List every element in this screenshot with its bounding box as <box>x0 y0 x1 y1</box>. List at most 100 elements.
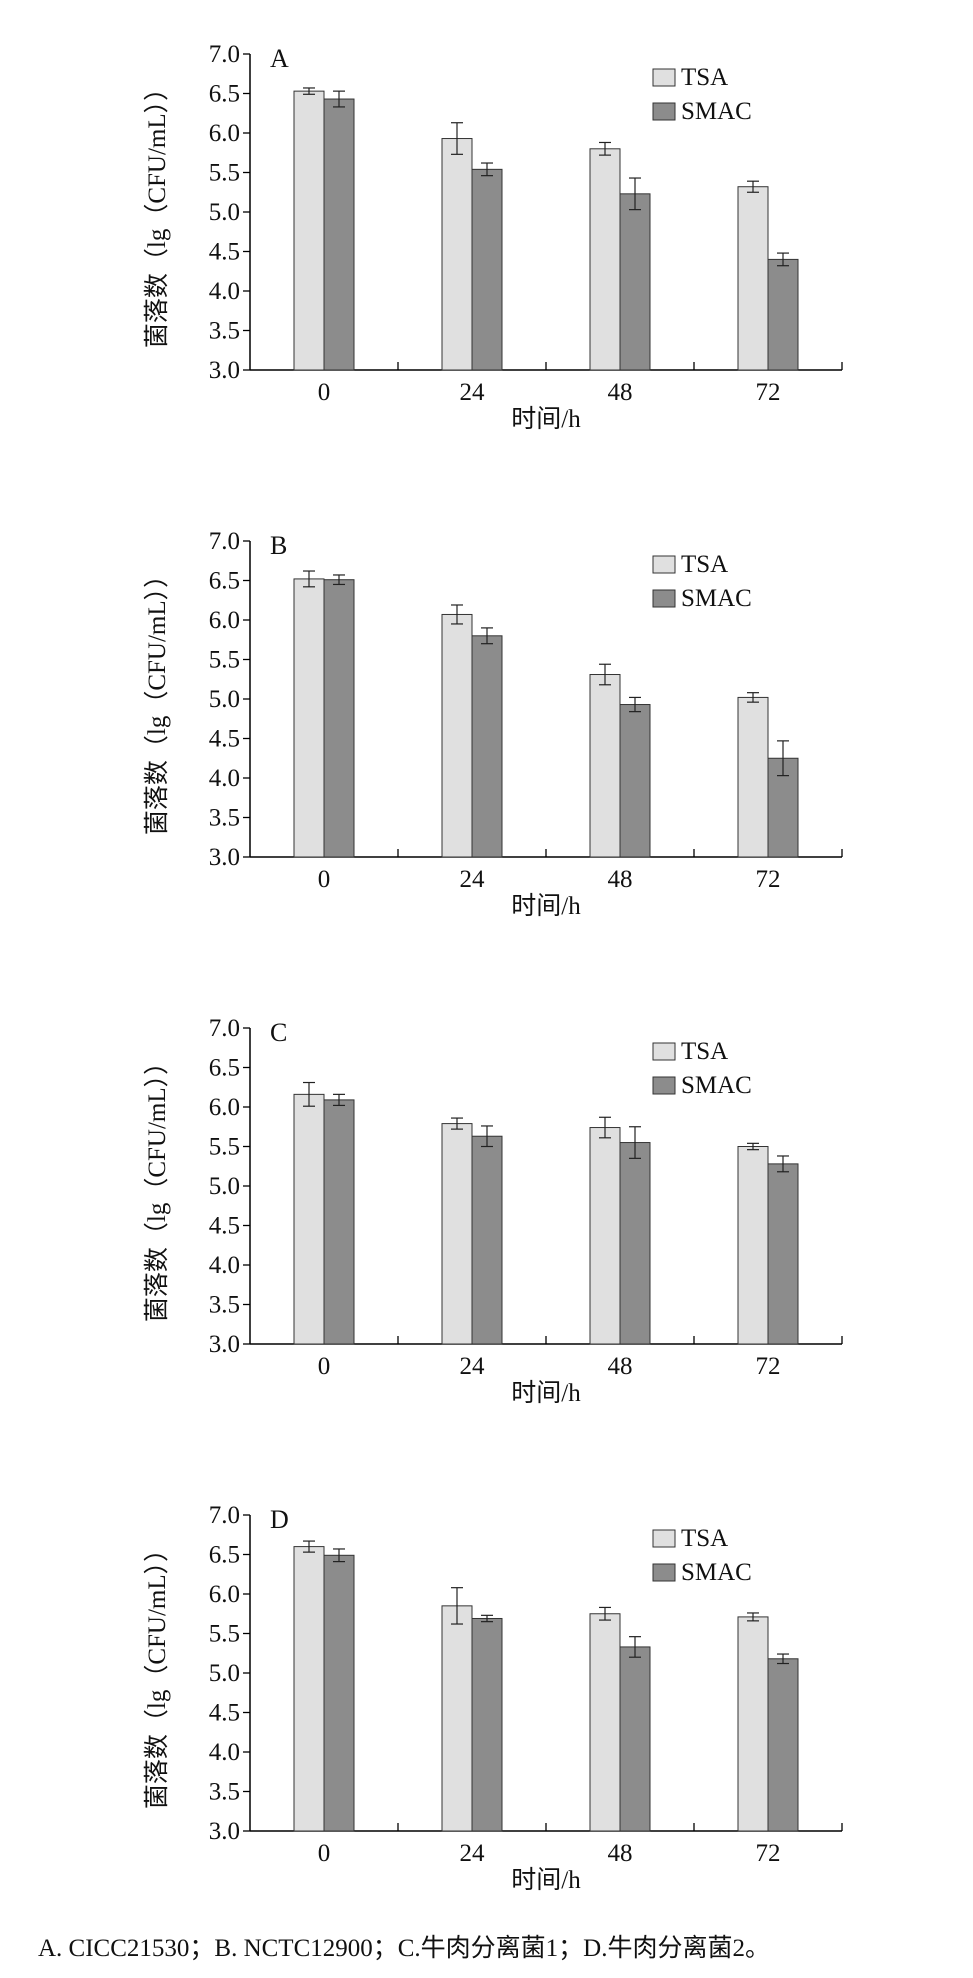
x-tick-label: 0 <box>318 866 331 893</box>
bar-smac <box>619 1142 651 1345</box>
bar-smac <box>471 1135 503 1345</box>
chart-panel-a: 3.0 3.5 4.0 4.5 5.0 5.5 6.0 6.5 7.0 0 24 48 72 时间/h 菌落… <box>143 41 843 433</box>
y-tick-label: 4.5 <box>209 1700 240 1727</box>
bar-tsa <box>589 1127 621 1345</box>
y-tick-label: 6.0 <box>209 120 240 147</box>
chart-panel-d: 3.0 3.5 4.0 4.5 5.0 5.5 6.0 6.5 7.0 0 24 48 72 时间/h 菌落… <box>143 1502 843 1894</box>
y-tick-label: 5.0 <box>209 199 240 226</box>
x-tick-label: 48 <box>608 1840 633 1867</box>
bar-smac <box>323 1554 355 1832</box>
legend-label-smac: SMAC <box>681 585 752 612</box>
bar-tsa <box>441 1123 473 1345</box>
y-tick-label: 6.0 <box>209 607 240 634</box>
y-tick-label: 3.0 <box>209 1818 240 1845</box>
x-tick-label: 48 <box>608 379 633 406</box>
x-tick-label: 24 <box>460 1353 486 1380</box>
x-tick-label: 0 <box>318 1353 331 1380</box>
x-tick-label: 0 <box>318 1840 331 1867</box>
legend-swatch-tsa <box>652 1042 676 1061</box>
y-tick-label: 4.0 <box>209 765 240 792</box>
y-tick-label: 6.0 <box>209 1581 240 1608</box>
y-tick-label: 5.0 <box>209 1173 240 1200</box>
y-axis-title: 菌落数（lg（CFU/mL）） <box>143 563 171 835</box>
y-axis-title: 菌落数（lg（CFU/mL）） <box>143 76 171 348</box>
legend-swatch-smac <box>652 102 676 121</box>
y-tick-label: 3.0 <box>209 1331 240 1358</box>
bar-smac <box>323 579 355 858</box>
legend-swatch-tsa <box>652 1529 676 1548</box>
bar-tsa <box>589 1613 621 1832</box>
bar-tsa <box>737 186 769 371</box>
y-tick-label: 4.5 <box>209 1213 240 1240</box>
legend-label-smac: SMAC <box>681 1072 752 1099</box>
y-tick-label: 3.0 <box>209 357 240 384</box>
legend-label-tsa: TSA <box>681 551 728 578</box>
y-tick-label: 5.5 <box>209 160 240 187</box>
legend-swatch-tsa <box>652 68 676 87</box>
y-tick-label: 5.5 <box>209 647 240 674</box>
legend-swatch-smac <box>652 1563 676 1582</box>
bar-tsa <box>441 613 473 858</box>
x-tick-label: 72 <box>756 1840 781 1867</box>
y-tick-label: 3.5 <box>209 1779 240 1806</box>
x-axis-title: 时间/h <box>511 405 581 433</box>
x-tick-label: 48 <box>608 866 633 893</box>
bar-smac <box>767 1163 799 1345</box>
bar-tsa <box>441 138 473 371</box>
y-axis-title: 菌落数（lg（CFU/mL）） <box>143 1537 171 1809</box>
y-tick-label: 6.5 <box>209 568 240 595</box>
x-tick-label: 24 <box>460 379 486 406</box>
x-tick-label: 72 <box>756 1353 781 1380</box>
y-axis-title: 菌落数（lg（CFU/mL）） <box>143 1050 171 1322</box>
y-tick-label: 5.5 <box>209 1134 240 1161</box>
bar-smac <box>323 98 355 371</box>
y-tick-label: 6.0 <box>209 1094 240 1121</box>
bar-tsa <box>589 148 621 371</box>
bar-tsa <box>293 90 325 371</box>
x-tick-label: 0 <box>318 379 331 406</box>
y-tick-label: 6.5 <box>209 1542 240 1569</box>
y-tick-label: 6.5 <box>209 1055 240 1082</box>
bar-smac <box>471 1617 503 1832</box>
y-tick-label: 7.0 <box>209 1502 240 1529</box>
x-tick-label: 72 <box>756 866 781 893</box>
bar-smac <box>471 635 503 858</box>
panel-label: B <box>270 531 287 560</box>
chart-panel-b: 3.0 3.5 4.0 4.5 5.0 5.5 6.0 6.5 7.0 0 24 48 72 时间/h 菌落… <box>143 528 843 920</box>
bar-smac <box>323 1099 355 1345</box>
panel-label: C <box>270 1018 287 1047</box>
bar-tsa <box>737 696 769 858</box>
y-tick-label: 3.0 <box>209 844 240 871</box>
bar-smac <box>619 193 651 371</box>
y-tick-label: 4.0 <box>209 1252 240 1279</box>
bar-smac <box>471 168 503 371</box>
y-tick-label: 6.5 <box>209 81 240 108</box>
bar-tsa <box>737 1616 769 1832</box>
x-tick-label: 24 <box>460 866 486 893</box>
legend-label-tsa: TSA <box>681 1525 728 1552</box>
y-tick-label: 4.0 <box>209 1739 240 1766</box>
legend-label-smac: SMAC <box>681 98 752 125</box>
y-tick-label: 7.0 <box>209 528 240 555</box>
legend-label-tsa: TSA <box>681 1038 728 1065</box>
legend-swatch-smac <box>652 589 676 608</box>
y-tick-label: 3.5 <box>209 318 240 345</box>
legend-swatch-tsa <box>652 555 676 574</box>
legend-label-tsa: TSA <box>681 64 728 91</box>
bar-tsa <box>737 1146 769 1345</box>
y-tick-label: 7.0 <box>209 1015 240 1042</box>
bar-tsa <box>589 674 621 858</box>
x-axis-title: 时间/h <box>511 892 581 920</box>
legend-swatch-smac <box>652 1076 676 1095</box>
bar-tsa <box>293 1546 325 1832</box>
y-tick-label: 4.5 <box>209 239 240 266</box>
bar-smac <box>767 258 799 371</box>
figure-caption: A. CICC21530；B. NCTC12900；C.牛肉分离菌1；D.牛肉分… <box>38 1935 770 1962</box>
x-tick-label: 48 <box>608 1353 633 1380</box>
bar-tsa <box>293 578 325 858</box>
bar-smac <box>619 1646 651 1832</box>
x-axis-title: 时间/h <box>511 1866 581 1894</box>
x-tick-label: 72 <box>756 379 781 406</box>
bar-tsa <box>441 1605 473 1832</box>
